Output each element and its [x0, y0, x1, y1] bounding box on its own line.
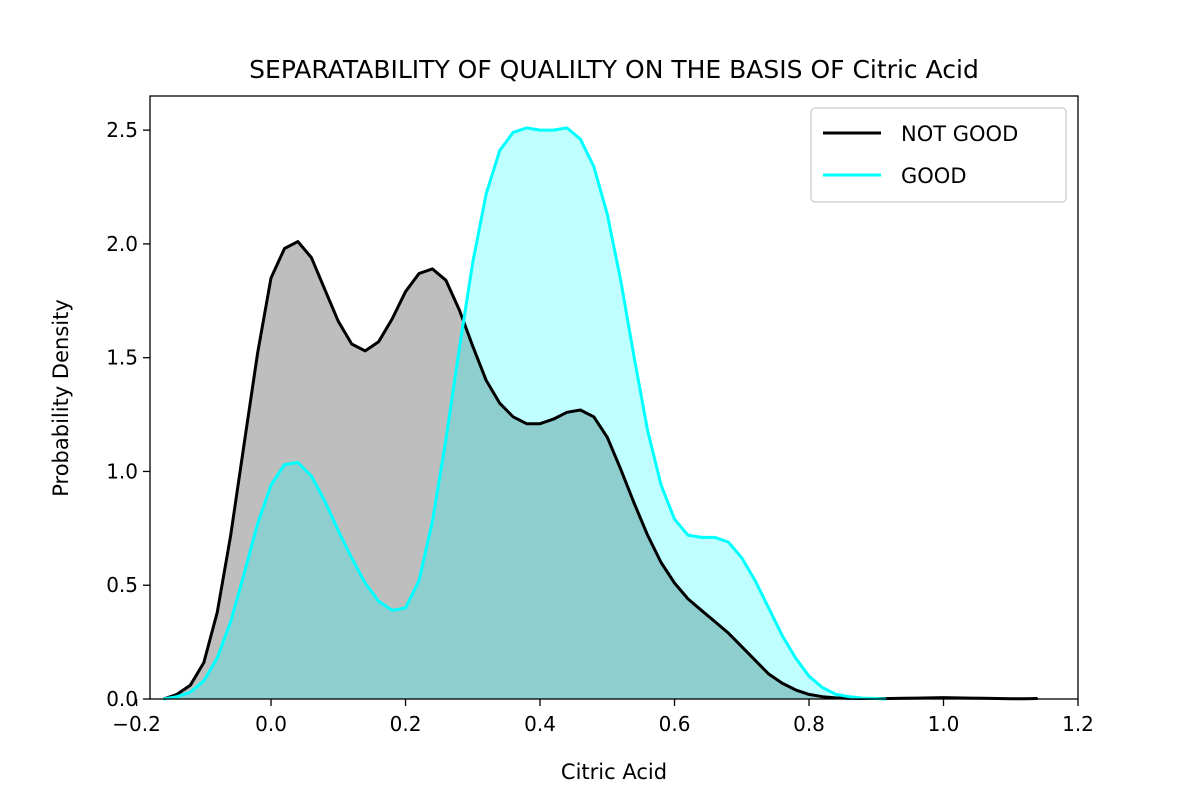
x-tick-label: −0.2: [112, 712, 161, 736]
series-line-good: [163, 126, 887, 701]
x-tick-label: 0.6: [659, 712, 691, 736]
x-tick-label: 1.2: [1062, 712, 1094, 736]
x-tick-label: 1.0: [928, 712, 960, 736]
x-tick-label: 0.2: [390, 712, 422, 736]
x-tick-label: 0.0: [255, 712, 287, 736]
y-tick-label: 1.0: [106, 459, 138, 483]
legend-label-not-good: NOT GOOD: [901, 122, 1018, 146]
y-axis-label: Probability Density: [49, 299, 73, 497]
y-tick-label: 2.5: [106, 118, 138, 142]
chart-title: SEPARATABILITY OF QUALILTY ON THE BASIS …: [249, 55, 979, 84]
legend: NOT GOOD GOOD: [810, 107, 1067, 203]
x-axis-ticks: −0.2 0.0 0.2 0.4 0.6 0.8 1.0 1.2: [112, 699, 1094, 736]
series-fill-good: [163, 127, 887, 699]
series-fills: [163, 127, 1038, 699]
plot-frame: [149, 95, 1079, 700]
y-axis-ticks: 0.0 0.5 1.0 1.5 2.0 2.5: [106, 118, 150, 711]
y-tick-label: 1.5: [106, 346, 138, 370]
legend-label-good: GOOD: [901, 164, 967, 188]
y-tick-label: 0.5: [106, 573, 138, 597]
x-tick-label: 0.4: [524, 712, 556, 736]
y-tick-label: 2.0: [106, 232, 138, 256]
x-axis-label: Citric Acid: [561, 760, 667, 784]
x-tick-label: 0.8: [793, 712, 825, 736]
series-fill-not-good: [163, 241, 1038, 699]
y-tick-label: 0.0: [106, 687, 138, 711]
